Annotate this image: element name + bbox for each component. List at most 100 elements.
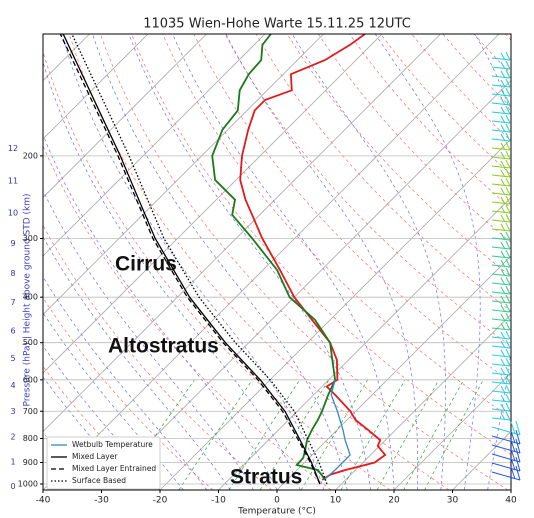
wind-barb-flag xyxy=(505,150,511,160)
wind-barb-staff xyxy=(491,129,511,133)
x-axis-label: Temperature (°C) xyxy=(237,507,316,517)
wind-barb-staff xyxy=(491,156,511,160)
moist-adiabat xyxy=(291,34,446,490)
wind-barb-flag xyxy=(505,69,511,79)
x-tick-label: -10 xyxy=(211,496,226,506)
isotherm xyxy=(43,34,90,82)
wind-barb-staff xyxy=(491,183,511,187)
x-tick-label: 40 xyxy=(505,496,517,506)
wind-barb-flag xyxy=(500,124,506,133)
wind-barb-flag xyxy=(500,223,506,232)
dry-adiabat xyxy=(193,34,511,383)
wind-barb-flag xyxy=(500,268,506,277)
moist-adiabat xyxy=(43,276,208,490)
wind-barb-flag xyxy=(500,52,506,61)
wind-barb-flag xyxy=(505,285,511,295)
wind-barb-flag xyxy=(510,466,516,480)
isotherm xyxy=(43,34,383,374)
mixing-ratio-line xyxy=(300,379,368,490)
wind-barb-flag xyxy=(515,420,521,436)
wind-barb-staff xyxy=(491,291,511,295)
wind-barb-staff xyxy=(491,111,511,115)
wind-barb-staff xyxy=(491,363,511,367)
wind-barb-flag xyxy=(500,412,506,421)
height-tick-label: 7 xyxy=(10,298,15,307)
wind-barb-flag xyxy=(510,448,516,462)
wind-barb-staff xyxy=(491,138,511,142)
wind-barb-flag xyxy=(505,321,511,331)
isotherm xyxy=(335,313,511,490)
wind-barb-flag xyxy=(510,430,516,444)
wind-barb-flag xyxy=(500,358,506,367)
x-tick-label: -20 xyxy=(153,496,168,506)
isotherm xyxy=(43,34,207,199)
wind-barb-flag xyxy=(500,205,506,214)
wind-barb-staff xyxy=(491,174,511,178)
wind-barb-flag xyxy=(505,132,511,142)
wind-barb-flag xyxy=(500,196,506,205)
isotherm xyxy=(393,372,511,490)
isotherm xyxy=(43,34,441,433)
profile-line xyxy=(211,34,337,481)
wind-barb-flag xyxy=(505,177,511,187)
x-tick-label: -40 xyxy=(36,496,51,506)
wind-barb-staff xyxy=(491,102,511,106)
moist-adiabat xyxy=(43,133,278,490)
wind-barb-staff xyxy=(491,93,511,97)
x-tick-label: 30 xyxy=(447,496,459,506)
wind-barb-flag xyxy=(505,105,511,115)
wind-barb-flag xyxy=(505,231,511,241)
wind-barb-flag xyxy=(500,349,506,358)
wind-barb-staff xyxy=(491,300,511,304)
mixing-ratio-line xyxy=(376,379,440,490)
wind-barb-flag xyxy=(500,160,506,169)
wind-barb-staff xyxy=(491,66,511,70)
moist-adiabat xyxy=(61,34,325,490)
wind-barb-flag xyxy=(500,214,506,223)
wind-barb-flag xyxy=(515,447,521,463)
y-tick-label: 1000 xyxy=(18,479,38,488)
dry-adiabat xyxy=(442,34,511,108)
wind-barb-staff xyxy=(491,354,511,358)
wind-barb-flag xyxy=(515,456,521,472)
wind-barb-staff xyxy=(491,219,511,223)
wind-barb-staff xyxy=(491,309,511,313)
wind-barb-flag xyxy=(500,304,506,313)
annotation: Altostratus xyxy=(108,335,219,358)
wind-barb-staff xyxy=(491,201,511,205)
wind-barb-staff xyxy=(491,255,511,259)
profile-line xyxy=(323,379,351,481)
mixing-ratio-line xyxy=(403,379,465,490)
height-tick-label: 4 xyxy=(10,381,15,390)
wind-barb-flag xyxy=(500,178,506,187)
wind-barb-staff xyxy=(491,390,511,394)
wind-barb-flag xyxy=(500,286,506,295)
dry-adiabat xyxy=(43,432,96,490)
mixing-ratio-line xyxy=(178,379,253,490)
wind-barb-flag xyxy=(505,96,511,106)
wind-barb-flag xyxy=(500,295,506,304)
wind-barb-flag xyxy=(505,168,511,178)
wind-barb-staff xyxy=(491,417,511,421)
profile-line xyxy=(239,34,387,481)
wind-barb-flag xyxy=(500,142,506,151)
wind-barb-flag xyxy=(500,151,506,160)
wind-barb-staff xyxy=(491,372,511,376)
wind-barb-flag xyxy=(500,376,506,385)
wind-barb-flag xyxy=(500,79,506,88)
wind-barb-flag xyxy=(505,213,511,223)
height-tick-label: 9 xyxy=(10,239,15,248)
height-tick-label: 8 xyxy=(10,269,15,278)
mixing-ratio-line xyxy=(228,379,300,490)
wind-barb-flag xyxy=(500,340,506,349)
y-tick-label: 900 xyxy=(23,458,38,467)
wind-barb-staff xyxy=(491,165,511,169)
wind-barb-staff xyxy=(491,246,511,250)
wind-barb-flag xyxy=(500,115,506,124)
wind-barb-flag xyxy=(505,411,511,421)
height-tick-label: 5 xyxy=(10,354,15,363)
wind-barb-flag xyxy=(505,294,511,304)
wind-barb-staff xyxy=(491,147,511,151)
wind-barb-flag xyxy=(500,187,506,196)
